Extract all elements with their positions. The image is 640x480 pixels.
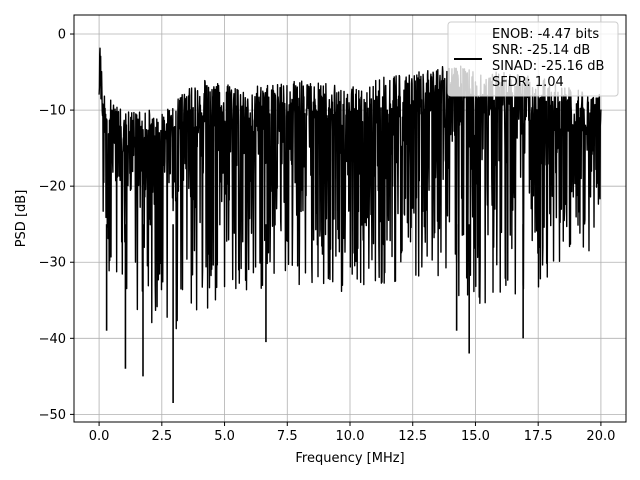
x-tick-label: 17.5 [524,429,553,444]
y-tick-label: 0 [58,28,66,43]
y-axis-label: PSD [dB] [14,190,29,248]
x-axis-label: Frequency [MHz] [295,451,404,466]
x-tick-label: 20.0 [586,429,615,444]
x-tick-label: 0.0 [89,429,110,444]
x-tick-label: 2.5 [151,429,172,444]
legend-sinad: SINAD: -25.16 dB [492,59,604,74]
y-ticks: 0 −10 −20 −30 −40 −50 [39,28,74,423]
y-tick-label: −10 [39,104,66,119]
psd-series-line [98,47,602,330]
x-tick-label: 15.0 [461,429,490,444]
legend-box [447,21,619,97]
x-tick-label: 12.5 [398,429,427,444]
x-ticks: 0.0 2.5 5.0 7.5 10.0 12.5 15.0 17.5 20.0 [89,422,615,444]
legend-sfdr: SFDR: 1.04 [492,75,564,90]
legend-enob: ENOB: -4.47 bits [492,27,599,42]
x-tick-label: 7.5 [277,429,298,444]
y-tick-label: −20 [39,180,66,195]
plot-series [98,47,602,403]
legend: ENOB: -4.47 bits SNR: -25.14 dB SINAD: -… [447,21,619,97]
x-tick-label: 10.0 [336,429,365,444]
legend-snr: SNR: -25.14 dB [492,43,590,58]
x-tick-label: 5.0 [214,429,235,444]
y-tick-label: −30 [39,256,66,271]
y-tick-label: −40 [39,332,66,347]
y-tick-label: −50 [39,408,66,423]
